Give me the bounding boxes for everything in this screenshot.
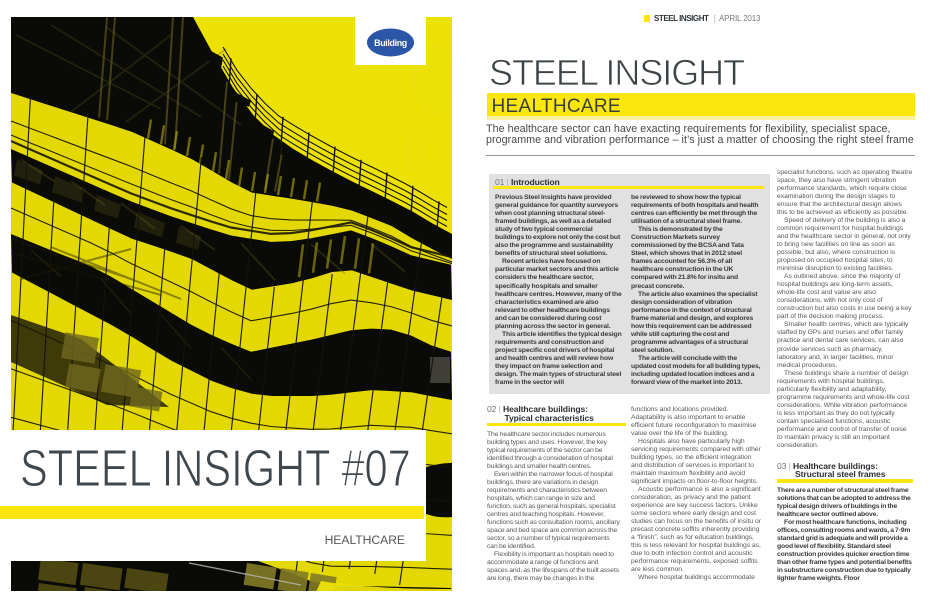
svg-text:Building: Building <box>374 38 407 48</box>
